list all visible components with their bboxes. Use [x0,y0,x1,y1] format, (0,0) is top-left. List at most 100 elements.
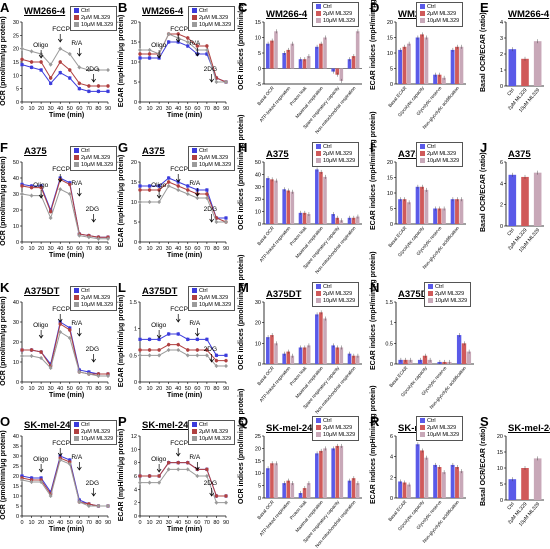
data-point [205,192,209,196]
data-point [185,353,190,358]
bar-ctrl [298,212,303,224]
y-tick-label: 20 [497,434,503,440]
bar-ctrl [298,59,303,69]
injection-label: R/A [189,320,201,327]
data-point [106,374,110,378]
panel-b: B WM266-4 ECAR (mpH/min/μg protein) 0 5 10 15 2… [118,0,236,132]
legend-swatch [428,291,433,296]
injection-label: FCCP [170,306,188,313]
x-tick-label: 80 [95,106,101,112]
legend-label: 2μM ML329 [81,295,111,301]
legend-label: 10μM ML329 [427,18,460,24]
injection-arrow [209,488,214,497]
legend-label: 10μM ML329 [199,162,232,168]
legend-item: Ctrl [420,4,459,11]
legend-item: 2μM ML329 [420,425,459,432]
bar-ctrl [282,353,286,364]
bar-ml2 [351,478,356,498]
x-axis-label: Time (min) [167,112,203,119]
data-point [205,188,209,192]
panel-title: SK-mel-24 [142,420,189,431]
legend-swatch [316,11,321,16]
legend: Ctrl 2μM ML329 10μM ML329 [188,146,236,171]
panel-letter: I [370,140,374,155]
bar-ctrl [266,178,270,224]
bar-ctrl [331,448,335,498]
bar-ml2 [422,355,428,364]
x-tick-label: 10 [146,386,152,392]
category-label: ATP-linked respiration [259,499,292,537]
x-tick-label: 40 [57,106,63,112]
data-point [195,44,200,48]
bar-ml2 [437,74,442,84]
data-point [29,65,34,69]
injection-label: R/A [189,180,201,187]
y-tick-label: 2 [134,501,137,507]
bar-ml2 [442,361,447,364]
injection-arrow [38,330,44,339]
y-tick-label: 5 [258,484,261,490]
panel-letter: S [480,414,489,429]
bar-ml10 [290,355,295,364]
data-point [186,348,190,352]
legend-item: 10μM ML329 [192,22,231,29]
x-tick-label: 40 [175,106,181,112]
x-tick-label: 60 [194,386,200,392]
bar-ml10 [424,457,429,498]
bar-ctrl [347,217,352,224]
injection-label: Oligo [33,42,49,49]
legend-label: 2μM ML329 [427,11,457,17]
data-point [58,71,62,75]
injection-arrow [209,74,214,83]
legend-swatch [316,291,321,296]
y-tick-label: 1 [500,68,503,74]
x-tick-label: 90 [223,386,229,392]
data-point [96,504,101,508]
data-point [138,52,142,56]
data-point [49,81,53,85]
legend: Ctrl 2μM ML329 10μM ML329 [70,420,118,445]
injection-arrow [156,464,162,473]
y-tick-label: 25 [255,434,261,440]
data-point [77,500,82,504]
y-tick-label: 0 [500,84,503,90]
x-tick-label: 20 [156,520,162,526]
y-tick-label: 10 [131,200,137,206]
legend-swatch [420,432,425,437]
series-line-ml10 [22,331,108,377]
legend-swatch [74,22,79,27]
data-point [185,192,190,196]
x-tick-label: 0 [138,246,141,252]
legend: Ctrl 2μM ML329 10μM ML329 [70,146,118,171]
injection-label: FCCP [52,440,70,447]
bar-ml2 [270,40,274,69]
legend-swatch [74,422,79,427]
bar-ctrl [331,214,335,224]
bar-ml2 [319,450,323,498]
legend-swatch [74,302,79,307]
x-tick-label: 60 [76,246,82,252]
data-point [138,353,142,358]
panel-k: K A375DT OCR (pmol/min/μg protein) 0 10 20 30 4… [0,280,118,412]
bar-ml10 [355,31,360,69]
legend-item: Ctrl [192,8,231,15]
y-tick-label: 0 [258,496,261,502]
injection-arrow [77,328,82,337]
panel-o: O SK-mel-24 OCR (pmol/min/μg protein) 0 5 10 1… [0,414,118,546]
data-point [205,348,209,352]
panel-n: N A375DT ECAR indices (mpH/min/μg protein)… [370,251,478,412]
legend-item: 10μM ML329 [316,18,355,25]
x-tick-label: 70 [204,106,210,112]
x-tick-label: 80 [213,386,219,392]
data-point [96,68,101,72]
bar-ml2 [270,335,274,364]
data-point [138,480,142,485]
panel-p: P SK-mel-24 ECAR (mpH/min/μg protein) 0 2 4 6 8… [118,414,236,546]
y-tick-label: 0 [16,380,19,386]
injection-arrow [156,50,162,59]
y-tick-label: 40 [13,300,19,306]
y-tick-label: 1 [390,321,393,327]
